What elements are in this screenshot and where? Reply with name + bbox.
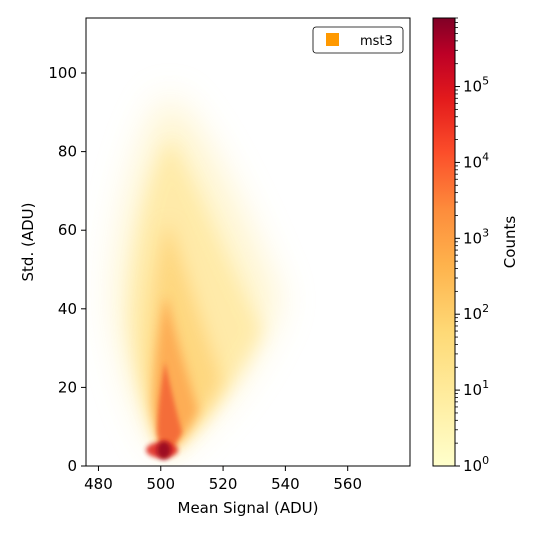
y-tick-label: 20 xyxy=(58,378,77,396)
y-tick-label: 100 xyxy=(48,64,77,82)
x-tick-label: 540 xyxy=(271,475,300,493)
x-tick-label: 480 xyxy=(84,475,113,493)
legend: mst3 xyxy=(312,26,404,54)
x-axis: 480 500 520 540 560 xyxy=(84,466,362,493)
colorbar-gradient xyxy=(432,17,456,467)
y-tick-label: 40 xyxy=(58,300,77,318)
colorbar-tick-label: 101 xyxy=(463,378,489,399)
density-peak xyxy=(156,441,171,460)
y-axis-label: Std. (ADU) xyxy=(19,203,37,282)
y-tick-label: 80 xyxy=(58,143,77,161)
colorbar-tick-label: 102 xyxy=(463,302,489,323)
x-tick-label: 520 xyxy=(209,475,238,493)
y-axis: 0 20 40 60 80 100 xyxy=(48,64,86,475)
colorbar-tick-label: 100 xyxy=(463,454,489,475)
y-tick-label: 60 xyxy=(58,221,77,239)
density-heatmap xyxy=(115,95,280,460)
colorbar-tick-label: 104 xyxy=(463,150,489,171)
colorbar-tick-label: 105 xyxy=(463,75,489,96)
x-axis-label: Mean Signal (ADU) xyxy=(178,499,319,517)
density-core xyxy=(157,362,182,452)
legend-swatch xyxy=(326,33,339,46)
colorbar-tick-label: 103 xyxy=(463,226,489,247)
y-tick-label: 0 xyxy=(67,457,77,475)
x-tick-label: 560 xyxy=(333,475,362,493)
colorbar-ticks: 100 101 102 103 104 105 xyxy=(455,17,489,475)
colorbar: 100 101 102 103 104 105 Counts xyxy=(432,17,519,475)
colorbar-label: Counts xyxy=(501,216,519,269)
legend-label: mst3 xyxy=(360,34,393,49)
x-tick-label: 500 xyxy=(146,475,175,493)
plot-frame xyxy=(85,17,411,467)
